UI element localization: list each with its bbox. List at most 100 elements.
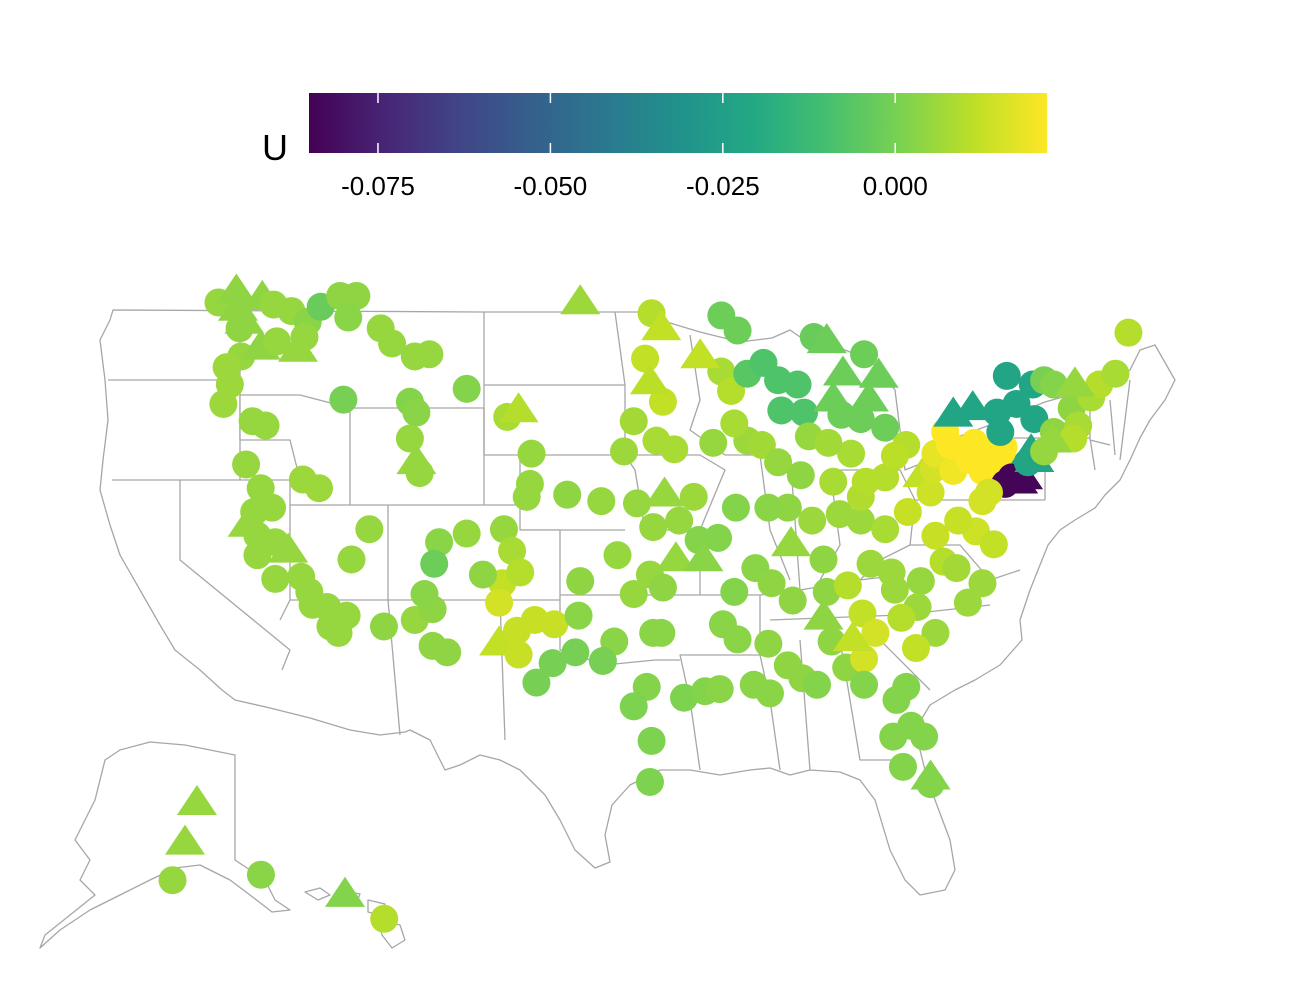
data-point-triangle: [822, 355, 863, 386]
data-point-circle: [648, 573, 677, 602]
data-point-circle: [402, 398, 431, 427]
data-point-triangle: [324, 876, 366, 907]
data-point-circle: [786, 461, 815, 490]
data-point-circle: [893, 497, 922, 526]
data-point-circle: [861, 618, 890, 647]
data-point-circle: [888, 752, 917, 781]
data-point-triangle: [176, 785, 217, 816]
data-point-circle: [561, 638, 590, 667]
colorbar: [309, 93, 1047, 153]
data-point-triangle: [164, 824, 206, 855]
data-point-circle: [660, 435, 689, 464]
data-point-circle: [992, 361, 1021, 390]
data-point-circle: [1114, 318, 1143, 347]
data-point-circle: [395, 424, 424, 453]
data-point-circle: [916, 478, 945, 507]
data-point-circle: [699, 428, 728, 457]
data-point-circle: [942, 554, 971, 583]
data-point-circle: [619, 692, 648, 721]
data-point-circle: [720, 577, 749, 606]
data-point-circle: [329, 385, 358, 414]
data-point-circle: [837, 439, 866, 468]
data-point-circle: [512, 482, 541, 511]
data-point-circle: [619, 407, 648, 436]
data-point-circle: [871, 413, 900, 442]
data-point-circle: [370, 904, 399, 933]
data-point-circle: [944, 506, 973, 535]
colorbar-tick-label: -0.075: [341, 171, 415, 201]
legend-title: U: [262, 127, 288, 168]
data-point-circle: [485, 588, 514, 617]
data-point-circle: [749, 348, 778, 377]
data-point-circle: [880, 575, 909, 604]
data-point-circle: [225, 314, 254, 343]
colorbar-tick-label: 0.000: [863, 171, 928, 201]
data-point-circle: [723, 625, 752, 654]
data-point-circle: [587, 487, 616, 516]
data-point-triangle: [680, 338, 721, 369]
data-point-circle: [648, 387, 677, 416]
data-point-circle: [754, 629, 783, 658]
data-point-circle: [754, 493, 783, 522]
data-point-circle: [251, 411, 280, 440]
data-point-circle: [433, 638, 462, 667]
colorbar-tick-label: -0.050: [514, 171, 588, 201]
data-point-circle: [378, 329, 407, 358]
data-point-circle: [420, 549, 449, 578]
data-point-circle: [833, 571, 862, 600]
data-point-circle: [721, 493, 750, 522]
data-point-circle: [953, 588, 982, 617]
data-point-circle: [564, 601, 593, 630]
data-point-circle: [1101, 359, 1130, 388]
data-point-triangle: [560, 284, 601, 315]
data-point-circle: [755, 679, 784, 708]
data-point-circle: [538, 649, 567, 678]
data-point-triangle: [803, 599, 844, 630]
data-point-circle: [337, 545, 366, 574]
data-point-triangle: [655, 541, 696, 572]
data-point-circle: [410, 580, 439, 609]
data-point-circle: [158, 866, 187, 895]
alaska-outline: [39, 741, 291, 949]
data-point-triangle: [641, 310, 682, 341]
data-point-circle: [540, 610, 569, 639]
data-point-circle: [498, 536, 527, 565]
data-point-circle: [425, 528, 454, 557]
data-point-circle: [720, 409, 749, 438]
data-point-circle: [258, 493, 287, 522]
data-point-triangle: [771, 526, 812, 557]
data-point-triangle: [644, 476, 685, 507]
data-point-circle: [232, 450, 261, 479]
data-point-circle: [452, 374, 481, 403]
data-point-triangle: [498, 392, 539, 423]
data-point-circle: [850, 670, 879, 699]
data-point-circle: [324, 618, 353, 647]
data-point-circle: [979, 530, 1008, 559]
data-point-circle: [369, 612, 398, 641]
data-point-circle: [679, 482, 708, 511]
data-point-circle: [825, 500, 854, 529]
data-point-circle: [803, 670, 832, 699]
data-point-circle: [783, 370, 812, 399]
data-point-circle: [846, 506, 875, 535]
data-point-circle: [764, 448, 793, 477]
data-point-circle: [637, 726, 666, 755]
data-point-circle: [705, 675, 734, 704]
data-point-circle: [631, 344, 660, 373]
data-point-circle: [850, 340, 879, 369]
data-point-circle: [246, 860, 275, 889]
data-point-circle: [901, 634, 930, 663]
data-point-circle: [489, 515, 518, 544]
data-point-triangle: [858, 357, 899, 388]
data-point-triangle: [277, 331, 318, 362]
data-point-circle: [262, 327, 291, 356]
data-point-triangle: [832, 621, 873, 652]
data-point-circle: [553, 480, 582, 509]
data-point-circle: [1030, 437, 1059, 466]
data-point-circle: [887, 603, 916, 632]
data-point-circle: [609, 437, 638, 466]
data-point-circle: [880, 441, 909, 470]
data-point-triangle: [216, 273, 257, 304]
data-point-circle: [856, 549, 885, 578]
